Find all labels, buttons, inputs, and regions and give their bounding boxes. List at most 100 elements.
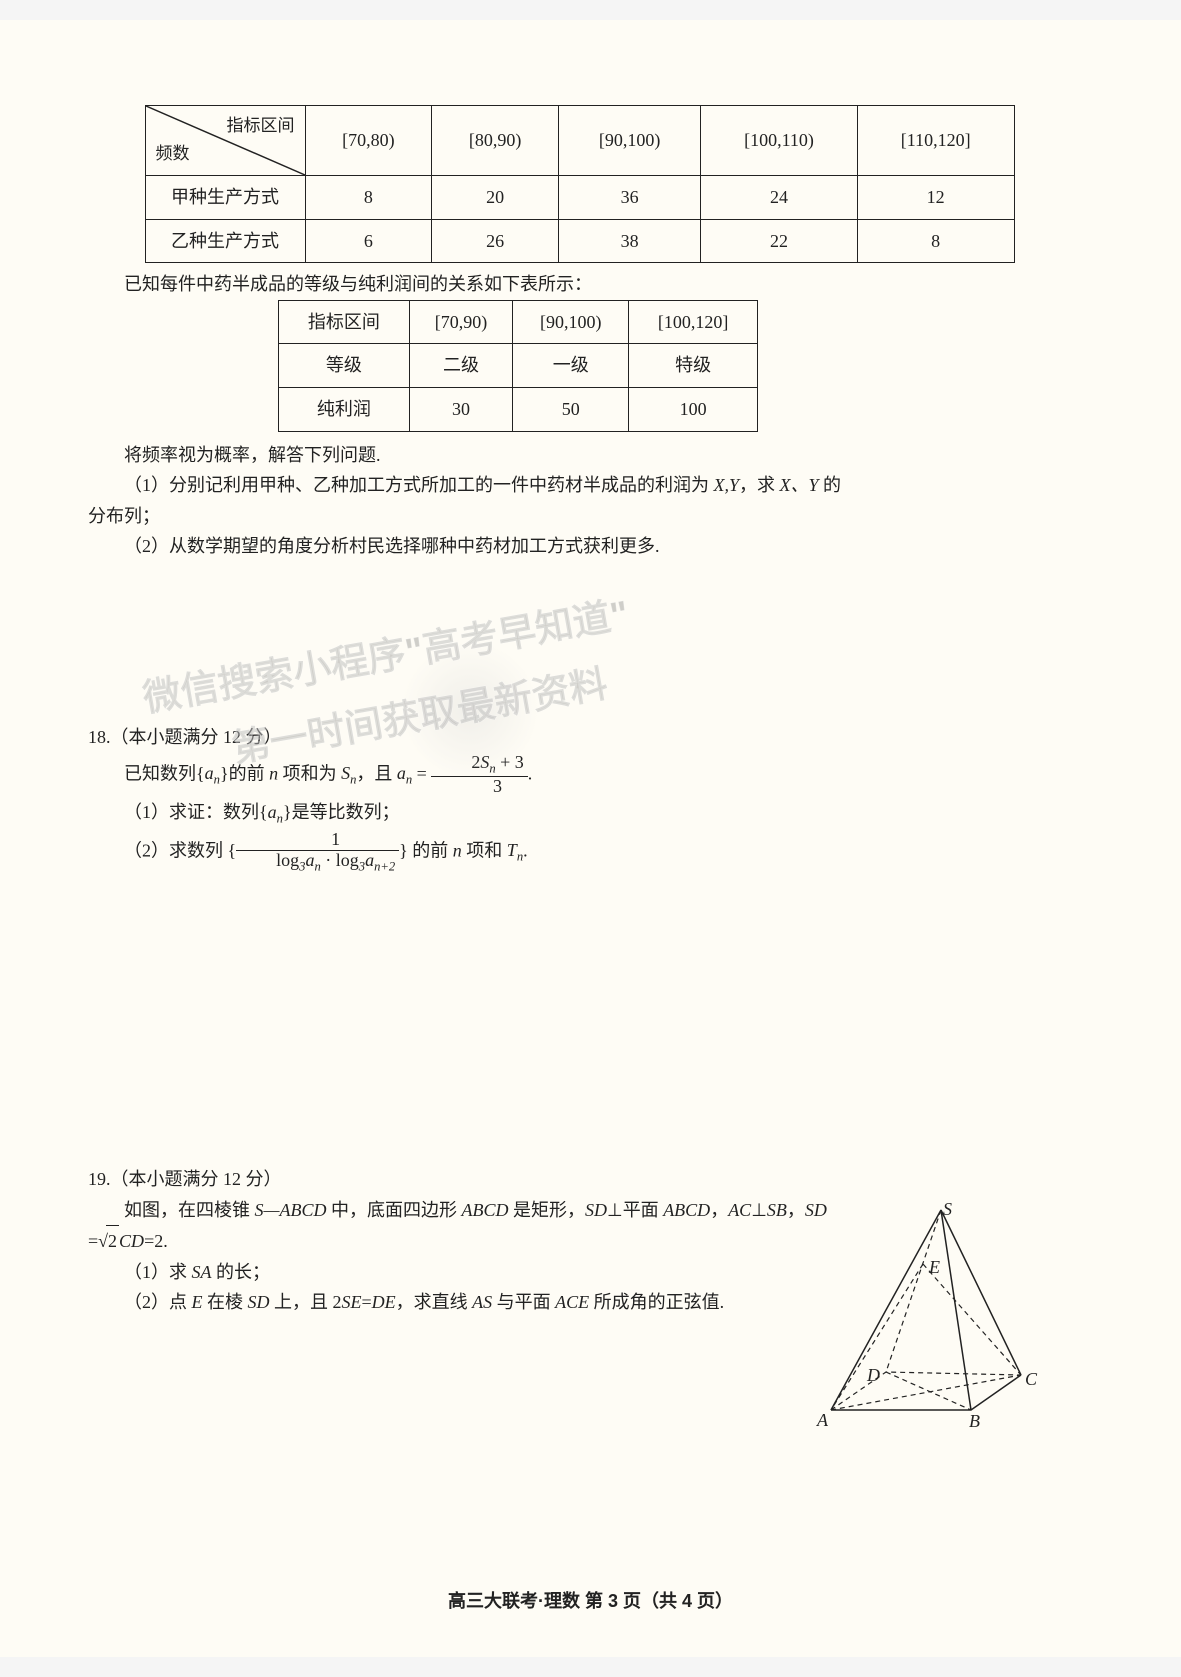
q18-an4: a (365, 850, 374, 870)
t1-r1-0: 8 (305, 176, 432, 220)
q18-Snum: S (480, 752, 489, 772)
label-A: A (817, 1405, 828, 1436)
table-freq: 指标区间 频数 [70,80) [80,90) [90,100) [100,11… (145, 105, 1015, 263)
q17-p2c: 的 (819, 475, 842, 495)
q19-ace: ACE (555, 1292, 589, 1312)
q18-l1c: 项和为 (278, 763, 341, 783)
t2-r3-1: 50 (513, 387, 629, 431)
diag-header-cell: 指标区间 频数 (145, 106, 305, 176)
t2-r3-label: 纯利润 (279, 387, 410, 431)
q17-xy2: X、Y (780, 475, 819, 495)
label-E: E (929, 1252, 940, 1283)
q17-p3: 分布列； (88, 501, 1071, 532)
q18-l1d: ，且 (356, 763, 397, 783)
q18-l2: （1）求证：数列{an}是等比数列； (88, 797, 1071, 830)
table-grade: 指标区间 [70,90) [90,100) [100,120] 等级 二级 一级… (278, 300, 758, 432)
t1-h4: [110,120] (857, 106, 1014, 176)
q17-xy1: X,Y (714, 475, 740, 495)
q19-l3a: （1）求 (124, 1262, 192, 1282)
q19-as: AS (472, 1292, 492, 1312)
q18-l3a: （2）求数列 (124, 840, 223, 860)
q18-l3: （2）求数列 { 1 log3an · log3an+2 } 的前 n 项和 T… (88, 830, 1071, 874)
q19-c2: ， (787, 1200, 805, 1220)
t1-r2-3: 22 (701, 219, 858, 263)
t1-r2-1: 26 (432, 219, 559, 263)
q18-logfrac: 1 log3an · log3an+2 (236, 830, 399, 874)
t1-r2-4: 8 (857, 219, 1014, 263)
exam-page: 指标区间 频数 [70,80) [80,90) [90,100) [100,11… (0, 20, 1181, 1657)
q18-nvar: n (269, 763, 278, 783)
q17-block: 将频率视为概率，解答下列问题. （1）分别记利用甲种、乙种加工方式所加工的一件中… (88, 440, 1071, 562)
q18-alhs: a (397, 763, 406, 783)
q18-S: S (341, 763, 350, 783)
q18-l2b: }是等比数列； (283, 802, 400, 822)
q18-dot: · (325, 850, 331, 870)
t1-r1-label: 甲种生产方式 (145, 176, 305, 220)
q18-period: . (528, 763, 533, 783)
q17-p2b: ，求 (739, 475, 780, 495)
t2-r2-label: 等级 (279, 344, 410, 388)
t1-h2: [90,100) (558, 106, 700, 176)
q18-T: T (507, 840, 517, 860)
q19-l2a: = (88, 1231, 98, 1251)
q19-sb: SB (767, 1200, 787, 1220)
q18-log2: log (336, 850, 359, 870)
diag-top-label: 指标区间 (227, 112, 295, 141)
t1-r1-1: 20 (432, 176, 559, 220)
q19-sa: SA (192, 1262, 212, 1282)
t1-r2-label: 乙种生产方式 (145, 219, 305, 263)
q18-head: 18.（本小题满分 12 分） (88, 722, 1071, 753)
t1-r2-2: 38 (558, 219, 700, 263)
t1-r2-0: 6 (305, 219, 432, 263)
t2-intro: 已知每件中药半成品的等级与纯利润间的关系如下表所示： (88, 269, 1071, 300)
q18-plus: + 3 (496, 752, 524, 772)
t2-r1-1: [90,100) (513, 300, 629, 344)
q18-den: 3 (431, 777, 527, 797)
t1-r1-4: 12 (857, 176, 1014, 220)
q19-l4b: 在棱 (203, 1292, 248, 1312)
q18-l1b: }的前 (220, 763, 269, 783)
t2-r3-2: 100 (629, 387, 758, 431)
t2-r3-0: 30 (409, 387, 512, 431)
q17-p2: （1）分别记利用甲种、乙种加工方式所加工的一件中药材半成品的利润为 X,Y，求 … (88, 470, 1071, 501)
t1-r1-2: 36 (558, 176, 700, 220)
label-B: B (969, 1406, 980, 1437)
q19-E: E (192, 1292, 203, 1312)
q19-cd: CD (119, 1231, 144, 1251)
q18-l1a: 已知数列{ (124, 763, 205, 783)
q19-l3b: 的长； (212, 1262, 271, 1282)
t2-r2-0: 二级 (409, 344, 512, 388)
q19-sabcd: S—ABCD (255, 1200, 327, 1220)
q19-perp2: ⊥ (751, 1200, 767, 1220)
q17-p2a: （1）分别记利用甲种、乙种加工方式所加工的一件中药材半成品的利润为 (124, 475, 714, 495)
page-footer: 高三大联考·理数 第 3 页（共 4 页） (0, 1586, 1181, 1617)
t1-r1-3: 24 (701, 176, 858, 220)
t2-r1-0: [70,90) (409, 300, 512, 344)
q19-c1: ， (710, 1200, 728, 1220)
q19-sd3: SD (248, 1292, 270, 1312)
pyramid-figure: S E D C A B (811, 1200, 1041, 1430)
t1-h1: [80,90) (432, 106, 559, 176)
t1-h3: [100,110) (701, 106, 858, 176)
q18-l1: 已知数列{an}的前 n 项和为 Sn，且 an = 2Sn + 3 3 . (88, 753, 1071, 797)
q19-l1d: 平面 (623, 1200, 664, 1220)
q18-n6: n (314, 859, 320, 873)
q19-eq2: =2. (144, 1231, 168, 1251)
label-C: C (1025, 1364, 1037, 1395)
q19-l1b: 中，底面四边形 (327, 1200, 462, 1220)
q18-period2: . (523, 840, 528, 860)
q19-de: DE (372, 1292, 396, 1312)
q18-block: 18.（本小题满分 12 分） 已知数列{an}的前 n 项和为 Sn，且 an… (88, 722, 1071, 874)
q17-p4: （2）从数学期望的角度分析村民选择哪种中药材加工方式获利更多. (88, 531, 1071, 562)
t2-r1-2: [100,120] (629, 300, 758, 344)
q18-lognum: 1 (236, 830, 399, 851)
q19-l4f: 所成角的正弦值. (589, 1292, 724, 1312)
q18-n3: n (406, 772, 412, 786)
q19-sd: SD (585, 1200, 607, 1220)
q18-an: a (205, 763, 214, 783)
diag-bot-label: 频数 (156, 140, 190, 169)
t2-r2-2: 特级 (629, 344, 758, 388)
q19-l4e: 与平面 (492, 1292, 555, 1312)
label-D: D (867, 1360, 880, 1391)
label-S: S (943, 1194, 952, 1225)
